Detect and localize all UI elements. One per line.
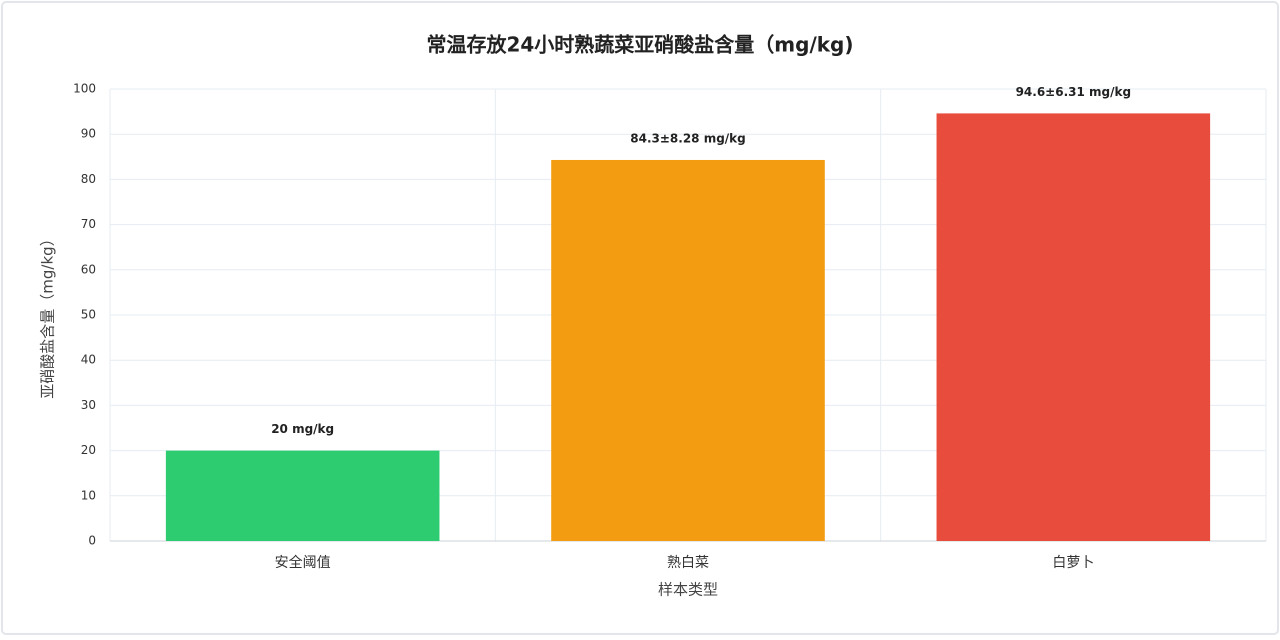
chart-title: 常温存放24小时熟蔬菜亚硝酸盐含量（mg/kg) (426, 33, 853, 57)
x-axis-label: 样本类型 (658, 581, 718, 599)
value-label: 20 mg/kg (271, 422, 334, 436)
y-tick-label: 60 (81, 262, 96, 276)
value-label: 94.6±6.31 mg/kg (1016, 85, 1132, 99)
y-tick-label: 40 (81, 353, 96, 367)
bar (936, 113, 1211, 542)
bar (165, 450, 440, 541)
x-tick-label: 白萝卜 (1052, 555, 1094, 571)
y-tick-label: 10 (81, 488, 96, 502)
x-tick-label: 熟白菜 (667, 555, 709, 571)
y-tick-label: 50 (81, 308, 96, 322)
y-tick-label: 80 (81, 172, 96, 186)
x-tick-label: 安全阈值 (275, 554, 331, 571)
y-tick-label: 70 (81, 217, 96, 231)
y-tick-label: 100 (73, 82, 96, 96)
y-tick-label: 20 (81, 443, 96, 457)
y-tick-label: 30 (81, 398, 96, 412)
value-label: 84.3±8.28 mg/kg (630, 131, 746, 145)
y-tick-label: 0 (88, 534, 96, 548)
y-axis-label: 亚硝酸盐含量（mg/kg） (39, 231, 57, 398)
y-tick-label: 90 (81, 127, 96, 141)
bar (551, 159, 825, 542)
